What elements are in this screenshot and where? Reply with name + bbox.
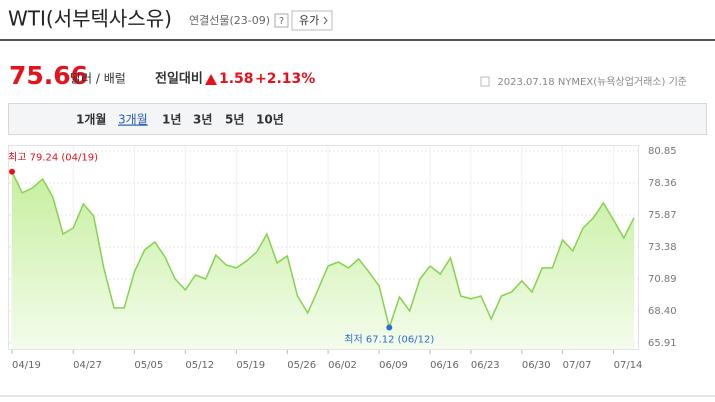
max-label: 최고 79.24 (04/19): [8, 152, 98, 164]
tab[interactable]: 1년: [162, 113, 181, 127]
x-tick-label: 04/19: [12, 360, 41, 371]
change: 1.58: [219, 71, 254, 87]
contract: 연결선물(23-09): [189, 14, 270, 27]
plot-frame: [8, 145, 639, 350]
line: [11, 171, 635, 331]
category-button[interactable]: 유가: [299, 14, 319, 27]
x-tick-label: 04/27: [73, 360, 102, 371]
x-tick-label: 05/05: [134, 360, 163, 371]
tab[interactable]: 1개월: [76, 112, 106, 127]
y-tick-label: 75.87: [648, 210, 677, 221]
tab[interactable]: 3년: [193, 113, 212, 127]
x-tick-label: 07/14: [614, 360, 643, 371]
help[interactable]: ?: [279, 16, 284, 27]
tabs: 1개월 3개월 1년 3년 5년 10년: [76, 112, 284, 127]
up-icon: [205, 74, 217, 85]
price: 75.66: [9, 61, 88, 90]
y-tick-label: 70.89: [648, 274, 677, 285]
tab-bar: [8, 103, 707, 135]
clock-icon: [480, 76, 490, 87]
tab[interactable]: 10년: [256, 113, 284, 127]
x-tick-label: 06/02: [328, 360, 357, 371]
min-label: 최저 67.12 (06/12): [344, 333, 434, 345]
min-point: [386, 324, 393, 331]
unit: 달러 / 배럴: [70, 72, 126, 86]
chevron: [323, 16, 328, 25]
x-tick-label: 06/16: [430, 360, 459, 371]
help-box[interactable]: [274, 13, 289, 28]
tab[interactable]: 5년: [225, 113, 244, 127]
change-label: 전일대비: [155, 71, 203, 87]
category-button-box[interactable]: [291, 10, 333, 31]
y-tick-label: 65.91: [648, 338, 677, 349]
y-tick-label: 80.85: [648, 146, 677, 157]
x-tick-label: 06/30: [522, 360, 551, 371]
area: [12, 171, 634, 349]
x-tick-label: 05/12: [185, 360, 214, 371]
y-tick-label: 68.40: [648, 306, 677, 317]
max-point: [9, 168, 15, 175]
x-tick-label: 07/07: [563, 360, 592, 371]
change-pct: +2.13%: [255, 71, 315, 87]
title: WTI(서부텍사스유): [8, 7, 172, 31]
x-tick-label: 06/09: [379, 360, 408, 371]
y-tick-label: 73.38: [648, 242, 677, 253]
tab[interactable]: 3개월: [118, 113, 148, 127]
x-tick-label: 05/26: [287, 360, 316, 371]
as-of: 2023.07.18 NYMEX(뉴욕상업거래소) 기준: [497, 75, 687, 88]
x-tick-label: 05/19: [236, 360, 265, 371]
y-tick-label: 78.36: [648, 178, 677, 189]
x-tick-label: 06/23: [471, 360, 500, 371]
